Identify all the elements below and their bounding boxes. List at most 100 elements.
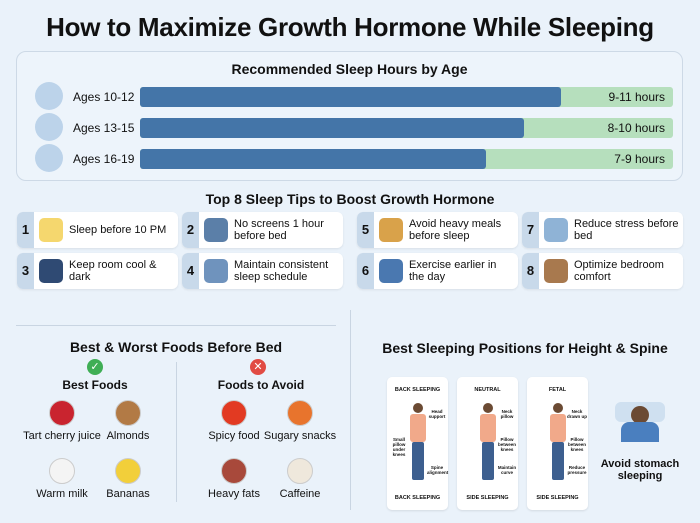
position-note: Neck pillow [500, 409, 514, 419]
tip-card: 7 Reduce stress before bed [522, 212, 683, 248]
tip-number: 8 [522, 253, 539, 289]
avatar-icon [35, 144, 63, 172]
check-icon: ✓ [87, 359, 103, 375]
age-label: Ages 13-15 [73, 121, 135, 135]
tip-card: 1 Sleep before 10 PM [17, 212, 178, 248]
food-item: Spicy food [194, 400, 274, 442]
age-label: Ages 10-12 [73, 90, 135, 104]
stressed-person-icon [544, 218, 568, 242]
food-name: Sugary snacks [263, 430, 337, 442]
position-note: Head support [428, 409, 446, 419]
hours-bar: 8-10 hours [140, 118, 673, 138]
food-icon [49, 400, 75, 426]
foods-title: Best & Worst Foods Before Bed [69, 339, 283, 355]
position-note: Pillow between knees [567, 437, 586, 452]
sleep-hours-title: Recommended Sleep Hours by Age [231, 61, 468, 77]
avatar-icon [35, 113, 63, 141]
hours-bar-fill [140, 87, 562, 107]
food-name: Almonds [106, 430, 150, 442]
avoid-stomach-label: Avoid stomach sleeping [600, 458, 680, 482]
food-icon [49, 458, 75, 484]
sleep-row: Ages 16-19 7-9 hours [17, 144, 682, 172]
sleep-row: Ages 13-15 8-10 hours [17, 113, 682, 141]
food-name: Caffeine [279, 488, 321, 500]
position-card: FETAL Neck drawn up Pillow between knees R… [527, 377, 588, 510]
position-bottom-label: BACK SLEEPING [394, 495, 441, 501]
bed-icon [544, 259, 568, 283]
hours-label: 8-10 hours [607, 121, 665, 135]
position-bottom-label: SIDE SLEEPING [466, 495, 509, 501]
position-note: Reduce pressure [567, 465, 587, 475]
position-bottom-label: SIDE SLEEPING [536, 495, 579, 501]
avoid-foods-label: Foods to Avoid [217, 378, 305, 392]
food-icon [115, 458, 141, 484]
tip-number: 2 [182, 212, 199, 248]
sleep-hours-panel: Recommended Sleep Hours by Age Ages 10-1… [16, 51, 683, 181]
tip-number: 3 [17, 253, 34, 289]
position-top-label: FETAL [548, 387, 567, 393]
tip-text: Reduce stress before bed [574, 218, 679, 242]
food-item: Tart cherry juice [22, 400, 102, 442]
position-note: Maintain curve [497, 465, 517, 475]
food-name: Warm milk [36, 488, 88, 500]
food-name: Spicy food [208, 430, 260, 442]
tip-text: No screens 1 hour before bed [234, 218, 324, 242]
x-icon: ✕ [250, 359, 266, 375]
avatar-icon [35, 82, 63, 110]
tip-card: 6 Exercise earlier in the day [357, 253, 518, 289]
tip-text: Keep room cool & dark [69, 259, 157, 283]
hours-label: 7-9 hours [614, 152, 665, 166]
sleep-row: Ages 10-12 9-11 hours [17, 82, 682, 110]
position-card: NEUTRAL Neck pillow Pillow between knees M… [457, 377, 518, 510]
divider [176, 362, 177, 502]
sleeper-figure-icon [479, 403, 497, 483]
age-label: Ages 16-19 [73, 152, 135, 166]
tip-card: 5 Avoid heavy meals before sleep [357, 212, 518, 248]
position-note: Spine alignment [427, 465, 449, 475]
hours-bar: 7-9 hours [140, 149, 673, 169]
position-card: BACK SLEEPING Head support Small pillow u… [387, 377, 448, 510]
tip-number: 1 [17, 212, 34, 248]
best-foods-label: Best Foods [62, 378, 128, 392]
food-icon [287, 458, 313, 484]
position-note: Small pillow under knees [392, 437, 406, 457]
tip-number: 4 [182, 253, 199, 289]
food-icon [221, 458, 247, 484]
tip-card: 3 Keep room cool & dark [17, 253, 178, 289]
hours-label: 9-11 hours [608, 90, 665, 104]
tip-card: 2 No screens 1 hour before bed [182, 212, 343, 248]
position-note: Pillow between knees [497, 437, 516, 452]
page-title: How to Maximize Growth Hormone While Sle… [46, 12, 654, 42]
tip-text: Avoid heavy meals before sleep [409, 218, 502, 242]
tip-card: 4 Maintain consistent sleep schedule [182, 253, 343, 289]
tip-number: 6 [357, 253, 374, 289]
sleeper-figure-icon [409, 403, 427, 483]
food-item: Caffeine [260, 458, 340, 500]
dark-room-icon [39, 259, 63, 283]
food-name: Tart cherry juice [23, 430, 101, 442]
stomach-sleeping-icon [615, 402, 665, 442]
positions-title: Best Sleeping Positions for Height & Spi… [382, 340, 668, 356]
food-item: Warm milk [22, 458, 102, 500]
tips-title: Top 8 Sleep Tips to Boost Growth Hormone [205, 191, 495, 207]
food-item: Heavy fats [194, 458, 274, 500]
divider [16, 325, 336, 326]
exercise-icon [379, 259, 403, 283]
moon-icon [39, 218, 63, 242]
hours-bar-fill [140, 118, 524, 138]
food-item: Almonds [88, 400, 168, 442]
tip-card: 8 Optimize bedroom comfort [522, 253, 683, 289]
food-item: Bananas [88, 458, 168, 500]
tip-text: Maintain consistent sleep schedule [234, 259, 329, 283]
clock-icon [204, 259, 228, 283]
food-item: Sugary snacks [260, 400, 340, 442]
food-icon [221, 400, 247, 426]
hours-bar-fill [140, 149, 487, 169]
phone-icon [204, 218, 228, 242]
food-icon [115, 400, 141, 426]
tip-number: 7 [522, 212, 539, 248]
position-top-label: BACK SLEEPING [394, 387, 441, 393]
food-icon [287, 400, 313, 426]
food-name: Heavy fats [208, 488, 260, 500]
position-top-label: NEUTRAL [474, 387, 501, 393]
